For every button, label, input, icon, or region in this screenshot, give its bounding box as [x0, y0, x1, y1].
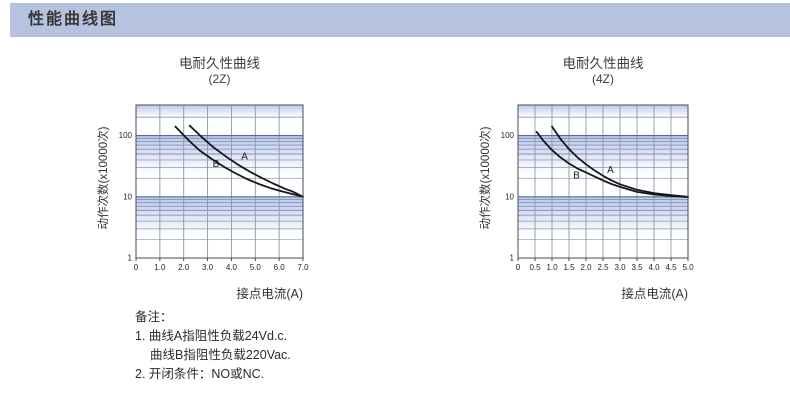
curve-B — [174, 125, 304, 198]
y-tick-label: 1 — [128, 254, 133, 263]
x-tick-label: 6.0 — [274, 263, 286, 272]
y-axis-label: 动作次数(x10000次) — [98, 126, 110, 230]
x-tick-label: 1.0 — [546, 263, 558, 272]
x-tick-label: 5.0 — [250, 263, 262, 272]
curve-B — [535, 131, 689, 198]
x-axis-label: 接点电流(A) — [236, 287, 303, 301]
y-tick-label: 10 — [505, 192, 514, 201]
x-tick-label: 4.0 — [226, 263, 238, 272]
x-axis-label: 接点电流(A) — [621, 287, 688, 301]
curve-label-B: B — [213, 159, 220, 170]
x-tick-label: 1.5 — [563, 263, 575, 272]
curve-label-B: B — [573, 170, 580, 181]
y-tick-label: 10 — [123, 192, 132, 201]
notes-title: 备注： — [135, 310, 173, 324]
x-tick-label: 7.0 — [297, 263, 309, 272]
x-tick-label: 1.0 — [154, 263, 166, 272]
chart-title: 电耐久性曲线 — [562, 56, 644, 71]
x-tick-label: 5.0 — [682, 263, 694, 272]
chart-title: 电耐久性曲线 — [179, 56, 260, 71]
x-tick-label: 2.0 — [178, 263, 190, 272]
curve-label-A: A — [607, 165, 614, 176]
plot-border — [135, 104, 304, 259]
endurance-chart-2z: A B 0 1.0 2.0 3.0 4.0 5.0 6.0 7.0 1 10 100 — [119, 104, 309, 272]
x-tick-label: 3.5 — [631, 263, 643, 272]
x-tick-label: 4.5 — [665, 263, 677, 272]
y-tick-label: 100 — [501, 131, 515, 140]
x-tick-label: 3.0 — [614, 263, 626, 272]
section-title: 性能曲线图 — [28, 11, 119, 28]
endurance-chart-4z: A B 0 0.5 1.0 1.5 2.0 2.5 3.0 3.5 4.0 4.5 5.0 1 10 100 — [501, 104, 694, 272]
y-tick-label: 100 — [119, 131, 133, 140]
curve-A — [551, 125, 689, 198]
x-tick-label: 3.0 — [202, 263, 214, 272]
note-line: 2. 开闭条件：NO或NC. — [135, 367, 265, 381]
y-axis-label: 动作次数(x10000次) — [480, 126, 492, 230]
notes-block: 备注： 1. 曲线A指阻性负载24Vd.c. 曲线B指阻性负载220Vac. 2… — [135, 308, 291, 384]
chart-block-2z: 电耐久性曲线 (2Z) A B 0 1.0 2.0 3.0 4.0 5.0 6.0 7.0 1 10 1… — [90, 55, 330, 335]
x-tick-label: 0.5 — [529, 263, 541, 272]
x-tick-label: 0 — [516, 263, 521, 272]
note-line: 1. 曲线A指阻性负载24Vd.c. — [135, 329, 288, 343]
shade-band — [136, 105, 303, 117]
note-line: 曲线B指阻性负载220Vac. — [150, 348, 291, 362]
section-header: 性能曲线图 — [10, 3, 790, 37]
curve-label-A: A — [241, 151, 248, 162]
chart-subtitle: (4Z) — [592, 72, 614, 86]
curve-A — [188, 124, 304, 198]
chart-block-4z: 电耐久性曲线 (4Z) A B 0 0.5 1.0 1.5 2.0 2.5 3.0 3.5 4.0 4… — [472, 55, 712, 335]
y-tick-label: 1 — [510, 254, 515, 263]
x-tick-label: 2.0 — [580, 263, 592, 272]
chart-subtitle: (2Z) — [208, 72, 231, 86]
x-tick-label: 4.0 — [648, 263, 660, 272]
x-tick-label: 2.5 — [597, 263, 609, 272]
x-tick-label: 0 — [134, 263, 139, 272]
